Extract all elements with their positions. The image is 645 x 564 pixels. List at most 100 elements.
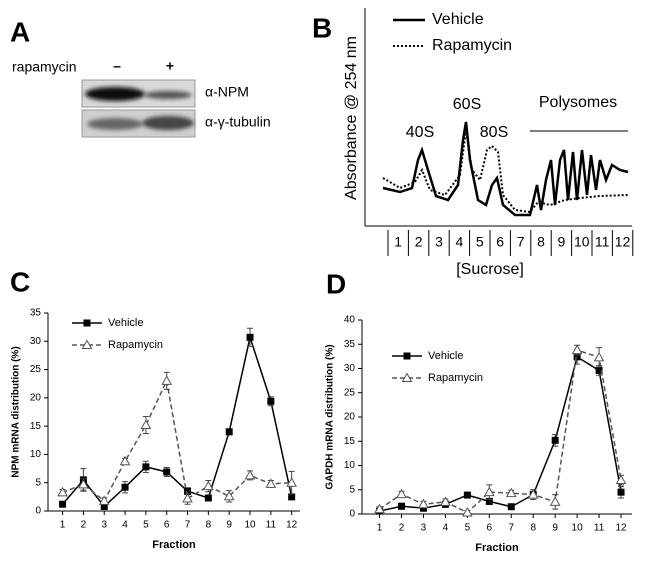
x-tick-label: 8 [206,520,212,531]
marker [267,397,275,405]
marker [286,477,298,487]
panel-letter: C [10,266,30,297]
fraction-label: 3 [435,234,443,250]
x-tick-label: 6 [487,523,493,534]
band [144,91,192,99]
fraction-label: 7 [517,234,525,250]
fraction-label: 6 [496,234,504,250]
fraction-label: 11 [595,234,610,250]
legend-label: Rapamycin [432,37,512,54]
marker [184,487,192,495]
legend-marker [401,372,413,382]
marker [549,496,561,506]
x-axis-label: [Sucrose] [456,261,524,278]
treatment-label: rapamycin [12,59,77,75]
x-axis-label: Fraction [475,542,519,554]
marker [396,488,407,499]
x-tick-label: 6 [164,520,170,531]
band [142,116,194,130]
x-tick-label: 7 [508,523,514,534]
series-line [62,378,292,502]
marker [418,498,429,509]
y-tick-label: 30 [344,363,356,374]
y-tick-label: 20 [344,412,356,423]
fraction-label: 5 [476,234,484,250]
x-tick-label: 1 [377,523,383,534]
x-tick-label: 2 [399,523,405,534]
fraction-label: 2 [415,234,423,250]
y-tick-label: 0 [35,506,41,517]
marker [483,486,495,497]
blot-label: α-γ-tubulin [205,114,271,130]
y-tick-label: 5 [349,484,355,495]
marker [163,468,171,476]
marker [98,495,110,505]
trace-vehicle [382,121,629,217]
marker [398,502,406,510]
marker [100,502,108,510]
x-tick-label: 4 [122,520,128,531]
legend-marker [81,339,93,349]
x-tick-label: 11 [266,520,277,531]
panel-letter: B [312,12,332,43]
marker [505,487,517,498]
x-tick-label: 8 [530,523,536,534]
y-tick-label: 15 [344,436,356,447]
marker [288,493,296,501]
series-line [62,334,293,508]
y-tick-label: 35 [344,339,356,350]
legend-label: Vehicle [108,317,143,329]
x-tick-label: 3 [101,520,107,531]
y-tick-label: 15 [30,421,42,432]
marker [223,490,235,501]
marker [617,488,625,496]
marker [57,486,68,497]
y-tick-label: 10 [344,460,356,471]
panel-b: B Absorbance @ 254 nm Vehicle Rapamycin … [312,8,634,278]
marker [246,333,254,341]
y-tick-label: 25 [30,364,42,375]
fraction-label: 12 [615,234,631,250]
y-axis-label: Absorbance @ 254 nm [343,36,360,200]
marker [551,436,559,444]
marker [507,503,515,511]
marker [265,478,277,488]
marker [527,489,539,499]
y-axis-label: GAPDH mRNA distribution (%) [325,344,336,489]
fraction-label: 4 [456,234,464,250]
marker [225,428,233,436]
legend-label: Rapamycin [108,339,163,351]
x-tick-label: 10 [244,520,256,531]
marker [78,478,89,489]
marker [121,483,129,491]
peak-label: 80S [480,124,508,141]
marker [595,366,603,374]
y-tick-label: 10 [30,449,42,460]
x-tick-label: 5 [143,520,149,531]
marker [142,463,150,471]
y-tick-label: 0 [349,509,355,520]
y-tick-label: 30 [30,336,42,347]
x-tick-label: 3 [421,523,427,534]
x-tick-label: 5 [465,523,471,534]
lane-label: + [166,58,174,74]
y-tick-label: 5 [35,477,41,488]
x-tick-label: 11 [594,523,605,534]
fraction-label: 10 [574,234,590,250]
band [87,118,143,130]
lane-label: – [113,58,121,74]
band [85,87,145,101]
marker [615,474,627,485]
marker [463,491,471,499]
legend-label: Vehicle [432,11,484,28]
chart: D GAPDH mRNA distribution (%) Fraction 0 5 10… [325,268,632,554]
y-tick-label: 35 [30,308,42,319]
marker [462,507,473,517]
y-tick-label: 25 [344,387,356,398]
x-tick-label: 7 [185,520,191,531]
marker [161,375,173,385]
marker [485,497,493,505]
legend-marker [83,319,91,327]
